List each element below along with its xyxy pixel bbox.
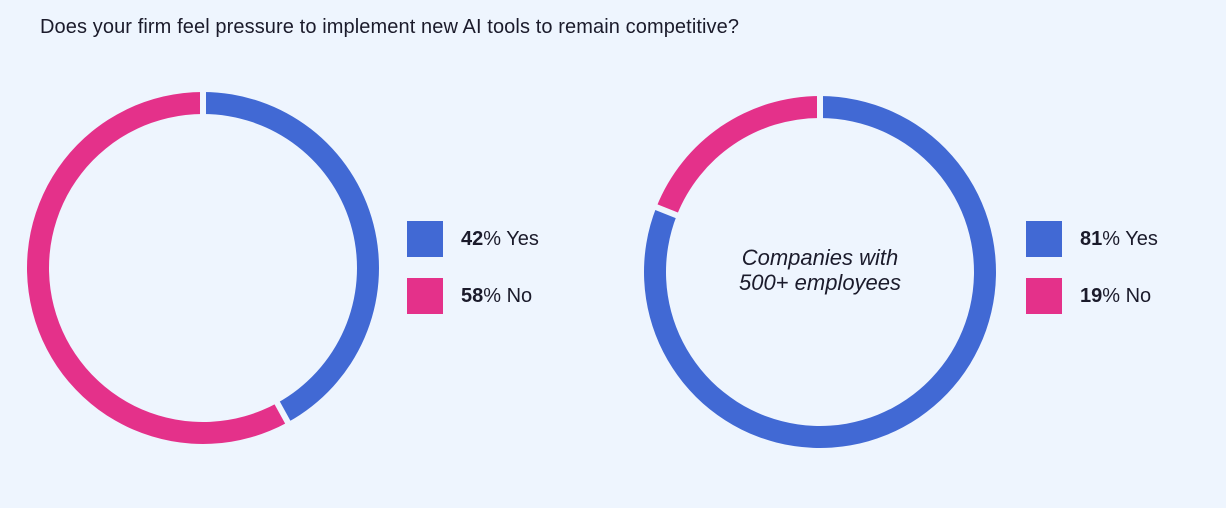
legend-label-yes: 81% Yes xyxy=(1080,228,1158,251)
legend-label-yes: 42% Yes xyxy=(461,228,539,251)
donut-chart-large-companies xyxy=(644,94,996,448)
donut-slice-separator xyxy=(273,399,292,426)
legend-unit: % xyxy=(483,284,502,307)
legend-swatch-no xyxy=(1026,278,1062,314)
legend-unit: % xyxy=(483,227,502,250)
donut-slice-separator xyxy=(653,203,680,219)
legend-label-no: 58% No xyxy=(461,285,532,308)
legend-text: Yes xyxy=(1125,227,1158,250)
legend-value: 81 xyxy=(1080,227,1103,250)
legend-swatch-yes xyxy=(407,221,443,257)
legend-swatch-no xyxy=(407,278,443,314)
center-label-line-1: Companies with xyxy=(741,245,899,270)
legend-item-no: 19% No xyxy=(1026,278,1226,314)
legend-text: No xyxy=(1125,284,1152,307)
chart-title: Does your firm feel pressure to implemen… xyxy=(40,16,740,38)
donut-slice-yes xyxy=(203,92,380,423)
legend-item-yes: 42% Yes xyxy=(407,221,627,257)
legend-value: 42 xyxy=(461,227,484,250)
donut-chart-all-firms xyxy=(27,90,380,444)
donut-slice-no xyxy=(656,96,820,216)
legend-item-yes: 81% Yes xyxy=(1026,221,1226,257)
donut-slice-no xyxy=(27,92,288,444)
legend-swatch-yes xyxy=(1026,221,1062,257)
legend-value: 58 xyxy=(461,284,484,307)
legend-text: No xyxy=(506,284,533,307)
legend-unit: % xyxy=(1102,284,1121,307)
legend-unit: % xyxy=(1102,227,1121,250)
center-label-line-2: 500+ employees xyxy=(738,270,902,295)
legend-item-no: 58% No xyxy=(407,278,627,314)
legend-text: Yes xyxy=(506,227,539,250)
legend-label-no: 19% No xyxy=(1080,285,1151,308)
donut-center-label: Companies with 500+ employees xyxy=(640,245,1000,295)
legend-value: 19 xyxy=(1080,284,1103,307)
